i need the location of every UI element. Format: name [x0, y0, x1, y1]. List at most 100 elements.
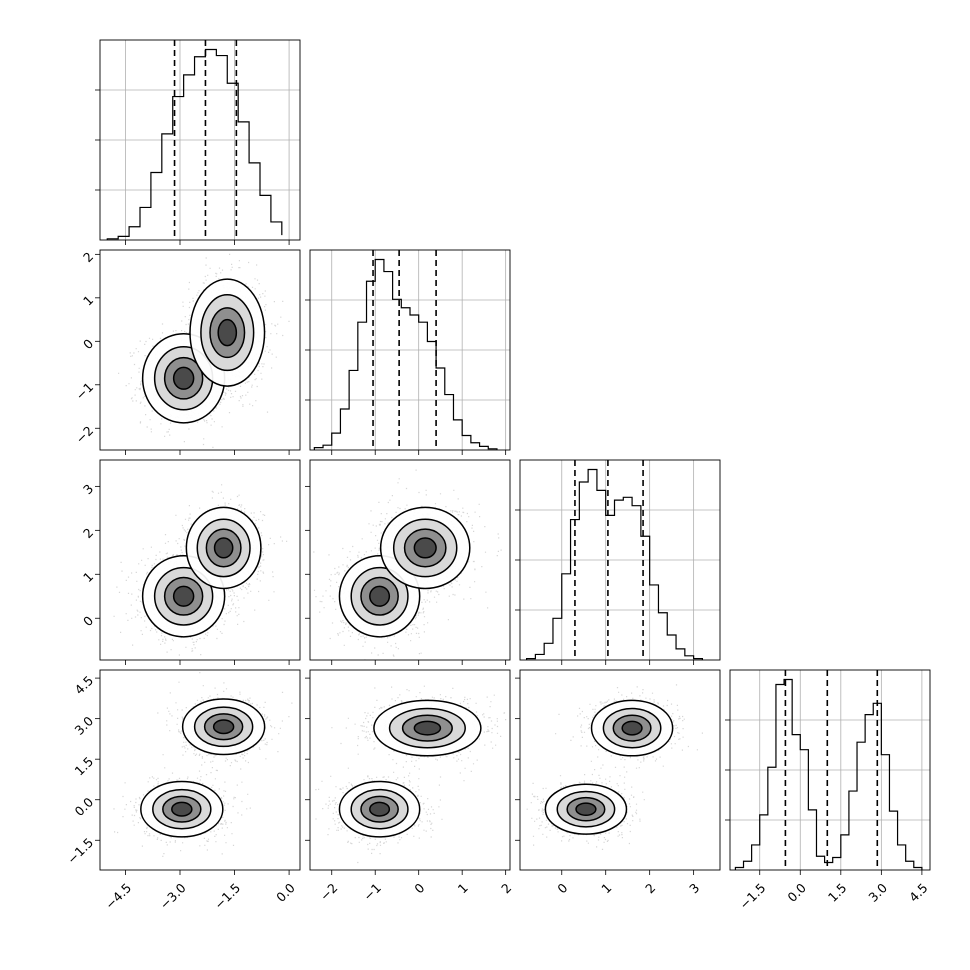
- x-tick-label: 4.5: [906, 880, 931, 905]
- density-contour: [373, 699, 482, 757]
- scatter-panel-2-3: [519, 669, 721, 871]
- density-contour: [181, 698, 266, 756]
- density-fill-core: [622, 721, 642, 735]
- panel-content: [313, 469, 502, 660]
- x-tick-label: −2: [317, 880, 341, 904]
- panel-content: [526, 684, 703, 850]
- histogram-panel-2: [515, 459, 721, 661]
- density-contour: [556, 790, 616, 828]
- y-tick-label: 2: [80, 249, 96, 265]
- density-contour: [392, 518, 458, 578]
- density-contour: [602, 707, 662, 749]
- density-contour: [140, 780, 224, 838]
- density-contour: [171, 801, 193, 817]
- histogram-step-line: [313, 258, 498, 450]
- y-tick-label: 4.5: [72, 673, 97, 698]
- density-contour: [189, 278, 266, 387]
- y-tick-label: −2: [73, 423, 97, 447]
- density-contour: [217, 318, 238, 347]
- density-contour: [209, 307, 246, 359]
- y-tick-label: 3.0: [72, 713, 97, 738]
- density-contour: [360, 795, 399, 823]
- panel-frame: [99, 669, 301, 871]
- x-tick-label: 1.5: [825, 880, 850, 905]
- x-tick-label: −4.5: [102, 880, 134, 912]
- density-fill-core: [576, 803, 596, 816]
- panel-content: [100, 253, 290, 448]
- density-contour: [575, 802, 597, 817]
- y-tick-label: 0.0: [72, 794, 97, 819]
- scatter-panel-1-3: [309, 669, 511, 871]
- density-contour: [369, 585, 391, 607]
- scatter-panel-0-2: [99, 459, 301, 661]
- y-tick-label: 0: [80, 613, 96, 629]
- density-fill-core: [173, 367, 194, 390]
- density-fill-core: [369, 586, 390, 607]
- y-tick-label: 2: [80, 525, 96, 541]
- x-tick-label: 0.0: [784, 880, 809, 905]
- density-contour: [350, 788, 409, 830]
- density-contour: [621, 720, 643, 736]
- density-contour: [612, 714, 652, 742]
- density-contour: [338, 780, 421, 838]
- density-fill-core: [214, 538, 233, 558]
- density-fill-core: [414, 721, 441, 735]
- x-tick-label: −1.5: [211, 880, 243, 912]
- density-contour: [338, 554, 421, 638]
- density-contour: [200, 294, 255, 372]
- density-contour: [172, 585, 195, 607]
- density-contour: [153, 566, 214, 626]
- scatter-panel-1-2: [309, 459, 511, 661]
- panel-frame: [309, 459, 511, 661]
- density-fill-core: [173, 586, 194, 607]
- panel-frame: [99, 459, 301, 661]
- y-tick-label: 1: [80, 292, 96, 308]
- histogram-step-line: [106, 48, 283, 240]
- density-contour: [172, 366, 195, 390]
- density-fill-core: [414, 538, 437, 558]
- x-tick-label: −3.0: [157, 880, 189, 912]
- y-tick-label: −1.5: [64, 835, 96, 867]
- density-contour: [413, 720, 442, 736]
- y-tick-label: 3: [80, 481, 96, 497]
- density-contour: [544, 783, 628, 835]
- y-tick-label: 1.5: [72, 754, 97, 779]
- panel-frame: [99, 249, 301, 451]
- histogram-panel-3: [725, 669, 931, 871]
- density-contour: [196, 518, 251, 578]
- density-contour: [401, 714, 453, 742]
- x-tick-label: −1.5: [736, 880, 768, 912]
- density-contour: [212, 719, 235, 735]
- y-tick-label: 0: [80, 336, 96, 352]
- density-contour: [350, 566, 409, 626]
- y-tick-label: −1: [73, 379, 97, 403]
- panel-content: [315, 685, 510, 864]
- density-contour: [163, 576, 204, 616]
- density-contour: [403, 528, 447, 568]
- histogram-step-line: [734, 678, 923, 870]
- y-tick-label: 1: [80, 569, 96, 585]
- panel-content: [113, 484, 288, 656]
- panel-frame: [309, 669, 511, 871]
- x-tick-label: 2: [498, 880, 514, 896]
- scatter-panel-0-1: [99, 249, 301, 451]
- density-contour: [590, 699, 674, 757]
- x-tick-label: 3.0: [865, 880, 890, 905]
- density-contour: [185, 506, 262, 590]
- density-contour: [566, 796, 606, 822]
- density-contour: [369, 801, 391, 817]
- panel-content: [113, 672, 293, 857]
- density-contour: [413, 537, 437, 559]
- density-contour: [193, 706, 254, 748]
- density-contour: [213, 537, 234, 559]
- density-fill-core: [218, 319, 237, 346]
- histogram-step-line: [525, 468, 704, 660]
- scatter-panel-0-3: [99, 669, 301, 871]
- density-contour: [388, 707, 466, 749]
- density-contour: [379, 506, 471, 590]
- x-tick-label: 0: [411, 880, 427, 896]
- density-contour: [203, 713, 244, 741]
- histogram-panel-0: [95, 39, 301, 241]
- x-tick-label: 1: [455, 880, 471, 896]
